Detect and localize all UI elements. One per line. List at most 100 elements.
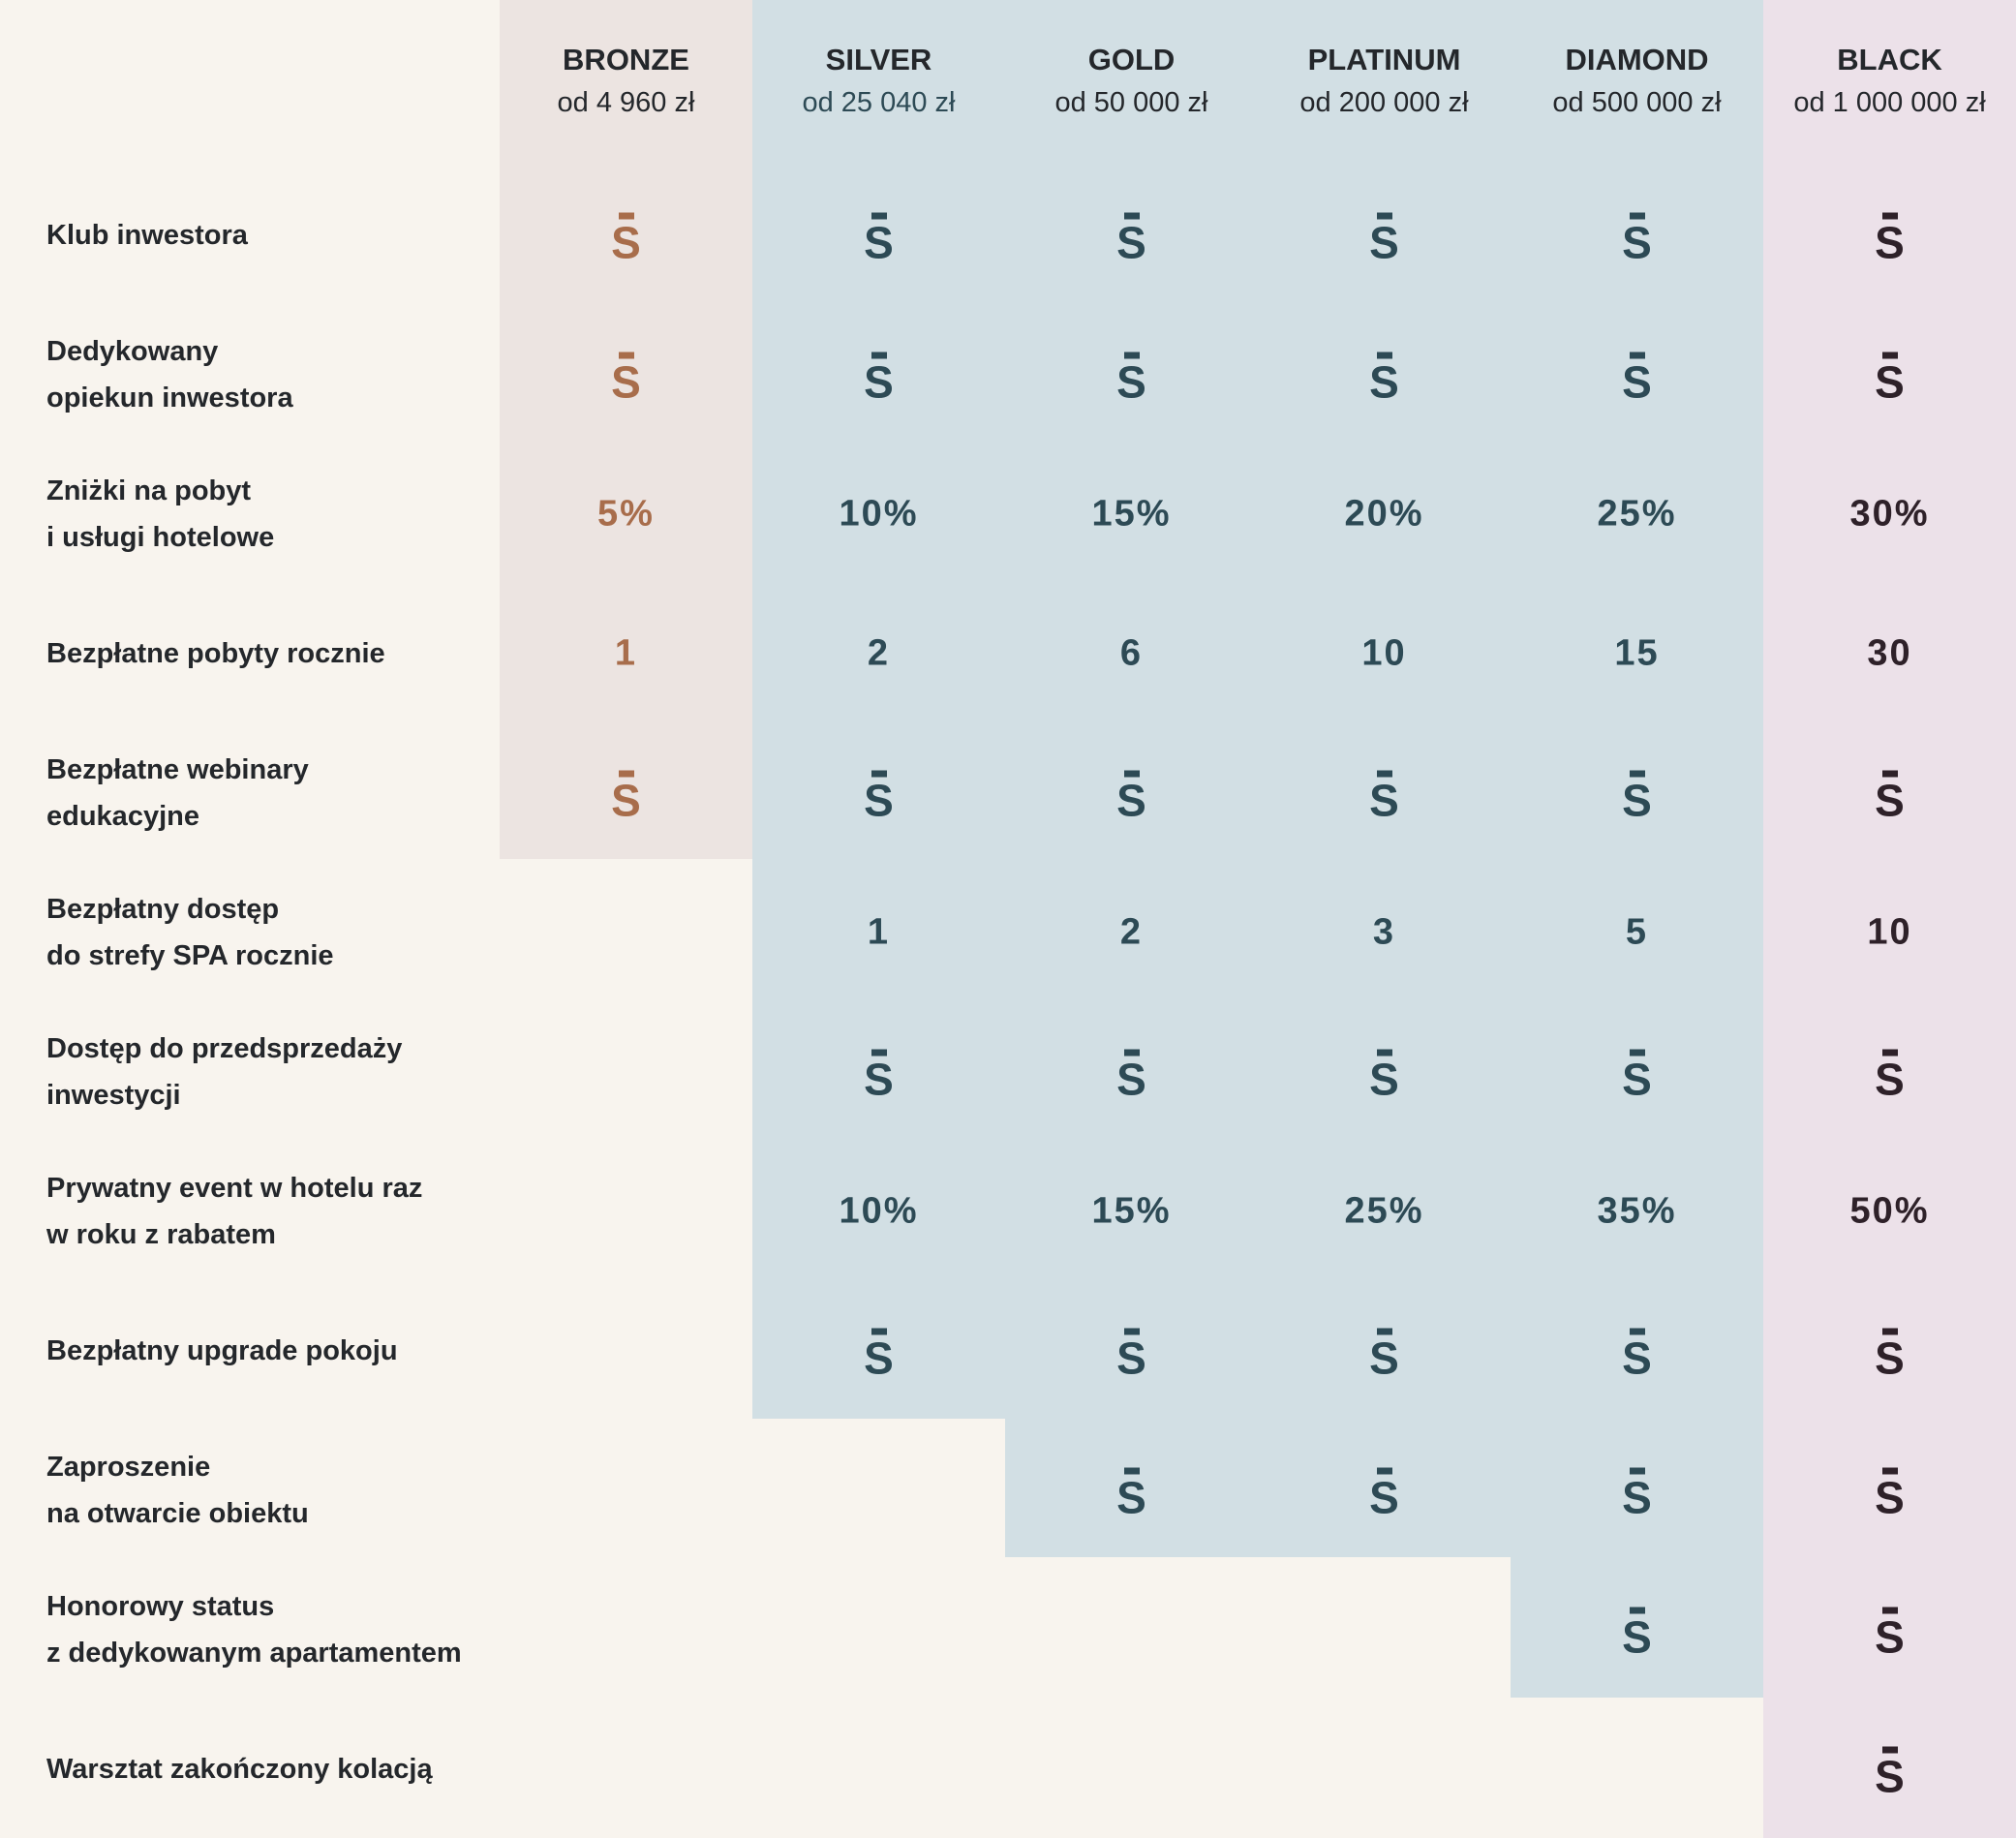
s-overbar-check-icon: S [1369, 211, 1399, 265]
s-overbar-check-icon: S [1116, 351, 1146, 405]
s-overbar-check-icon: S [611, 211, 641, 265]
icon-overbar [1881, 1607, 1898, 1614]
table-cell: S [1005, 1048, 1258, 1105]
s-overbar-check-icon: S [1369, 1327, 1399, 1381]
s-overbar-check-icon: S [1875, 1606, 1905, 1660]
icon-overbar [1376, 212, 1392, 220]
cell-value: 2 [867, 632, 891, 674]
table-cell: 30% [1763, 494, 2016, 536]
icon-overbar [1881, 1746, 1898, 1754]
icon-overbar [1123, 1049, 1140, 1057]
table-cell: S [1511, 1466, 1763, 1523]
cell-value: 25% [1344, 1190, 1424, 1232]
table-cell: S [1258, 769, 1511, 826]
cell-value: 10 [1361, 632, 1407, 674]
table-cell: 10% [752, 1191, 1005, 1233]
table-cell: S [500, 769, 752, 826]
s-overbar-check-icon: S [1369, 1466, 1399, 1520]
cell-value: 30 [1867, 632, 1912, 674]
cell-value: 1 [867, 911, 891, 953]
icon-overbar [1376, 1049, 1392, 1057]
table-cell: 2 [752, 633, 1005, 675]
icon-overbar [1881, 352, 1898, 359]
tier-header-diamond: DIAMOND od 500 000 zł [1511, 39, 1763, 124]
tier-name: PLATINUM [1307, 43, 1461, 77]
icon-overbar [871, 1328, 887, 1335]
icon-overbar [1123, 212, 1140, 220]
table-cell: S [1258, 1048, 1511, 1105]
table-cell: 15% [1005, 1191, 1258, 1233]
cell-value: 25% [1597, 493, 1677, 535]
table-cell: 6 [1005, 633, 1258, 675]
s-overbar-check-icon: S [1875, 1745, 1905, 1799]
tier-price: od 50 000 zł [1054, 87, 1208, 118]
table-cell: S [752, 351, 1005, 408]
s-overbar-check-icon: S [1622, 1327, 1652, 1381]
table-cell: S [1511, 1606, 1763, 1663]
table-cell: 50% [1763, 1191, 2016, 1233]
s-overbar-check-icon: S [1875, 211, 1905, 265]
s-overbar-check-icon: S [1875, 1466, 1905, 1520]
cell-value: 10% [839, 493, 919, 535]
tier-name: DIAMOND [1565, 43, 1709, 77]
table-cell: S [1763, 1466, 2016, 1523]
s-overbar-check-icon: S [1875, 769, 1905, 823]
table-cell: 1 [752, 912, 1005, 954]
s-overbar-check-icon: S [1875, 1048, 1905, 1102]
row-label: Bezpłatne pobyty rocznie [46, 638, 385, 669]
table-cell: 1 [500, 633, 752, 675]
row-label: Klub inwestora [46, 220, 248, 251]
column-background-diamond [1511, 0, 1764, 1698]
table-cell: S [1005, 769, 1258, 826]
row-label: Bezpłatne webinary edukacyjne [46, 754, 309, 832]
s-overbar-check-icon: S [611, 351, 641, 405]
cell-value: 10 [1867, 911, 1912, 953]
s-overbar-check-icon: S [1622, 1048, 1652, 1102]
table-cell: S [500, 351, 752, 408]
icon-overbar [1629, 1607, 1645, 1614]
cell-value: 15% [1091, 493, 1172, 535]
table-cell: S [500, 211, 752, 268]
icon-overbar [1881, 1467, 1898, 1475]
tier-price: od 4 960 zł [557, 87, 695, 118]
row-label: Dostęp do przedsprzedaży inwestycji [46, 1033, 403, 1111]
table-cell: S [1258, 1466, 1511, 1523]
icon-overbar [1629, 1049, 1645, 1057]
icon-overbar [1123, 1328, 1140, 1335]
table-cell: 3 [1258, 912, 1511, 954]
column-background-platinum [1258, 0, 1511, 1557]
icon-overbar [1376, 1328, 1392, 1335]
table-cell: S [752, 1048, 1005, 1105]
s-overbar-check-icon: S [1369, 1048, 1399, 1102]
row-label: Prywatny event w hotelu raz w roku z rab… [46, 1173, 423, 1250]
s-overbar-check-icon: S [1622, 1606, 1652, 1660]
s-overbar-check-icon: S [864, 351, 894, 405]
table-cell: S [1511, 769, 1763, 826]
tier-price: od 25 040 zł [802, 87, 956, 118]
table-cell: S [1511, 211, 1763, 268]
table-cell: 2 [1005, 912, 1258, 954]
tier-header-silver: SILVER od 25 040 zł [752, 39, 1005, 124]
table-cell: S [1005, 1327, 1258, 1384]
table-cell: S [1511, 1327, 1763, 1384]
s-overbar-check-icon: S [1116, 1327, 1146, 1381]
s-overbar-check-icon: S [1369, 351, 1399, 405]
table-cell: 10 [1763, 912, 2016, 954]
icon-overbar [1123, 352, 1140, 359]
icon-overbar [1629, 1328, 1645, 1335]
icon-overbar [1376, 352, 1392, 359]
cell-value: 5 [1625, 911, 1649, 953]
icon-overbar [871, 1049, 887, 1057]
row-label: Dedykowany opiekun inwestora [46, 336, 293, 414]
s-overbar-check-icon: S [611, 769, 641, 823]
icon-overbar [1881, 770, 1898, 778]
s-overbar-check-icon: S [1116, 769, 1146, 823]
s-overbar-check-icon: S [1875, 1327, 1905, 1381]
table-cell: S [1763, 769, 2016, 826]
cell-value: 50% [1849, 1190, 1930, 1232]
table-cell: S [1005, 1466, 1258, 1523]
tier-header-black: BLACK od 1 000 000 zł [1763, 39, 2016, 124]
cell-value: 15% [1091, 1190, 1172, 1232]
table-cell: S [1005, 351, 1258, 408]
icon-overbar [1123, 1467, 1140, 1475]
